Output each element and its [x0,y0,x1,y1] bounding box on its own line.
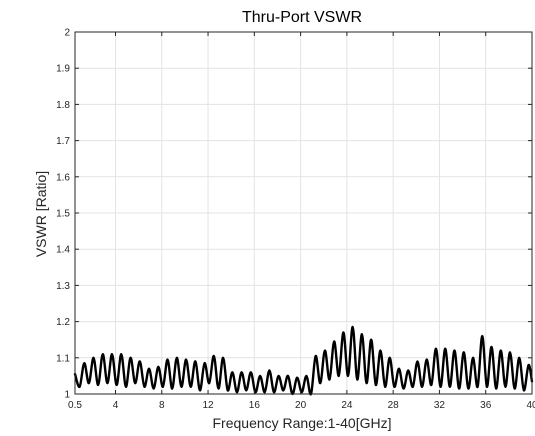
x-tick-label: 24 [341,400,353,411]
y-tick-label: 2 [64,28,70,39]
x-tick-label: 20 [295,400,307,411]
y-tick-label: 1.3 [56,281,70,292]
y-tick-label: 1.2 [56,317,70,328]
y-tick-label: 1.4 [56,245,70,256]
y-tick-label: 1 [64,390,70,401]
chart-title: Thru-Port VSWR [242,9,362,26]
grid-layer [75,32,532,394]
x-tick-label: 0.5 [68,400,82,411]
y-axis-title: VSWR [Ratio] [33,171,49,257]
y-tick-label: 1.9 [56,64,70,75]
tick-layer: 0.5 4 8 12 16 20 24 28 32 36 40 1 1.1 1.2 1.3 1.4 1.5 1.6… [56,28,535,412]
y-tick-label: 1.5 [56,209,70,220]
x-tick-label: 12 [202,400,214,411]
x-tick-label: 40 [526,400,535,411]
x-tick-label: 8 [159,400,165,411]
x-tick-label: 28 [388,400,400,411]
y-tick-label: 1.8 [56,100,70,111]
y-tick-label: 1.7 [56,136,70,147]
y-tick-label: 1.6 [56,172,70,183]
y-tick-label: 1.1 [56,353,70,364]
x-tick-label: 4 [113,400,119,411]
plot-area [73,325,534,396]
x-tick-label: 36 [480,400,492,411]
x-tick-label: 16 [249,400,261,411]
x-tick-label: 32 [434,400,446,411]
x-axis-title: Frequency Range:1-40[GHz] [213,415,392,431]
vswr-series-line [73,325,534,396]
